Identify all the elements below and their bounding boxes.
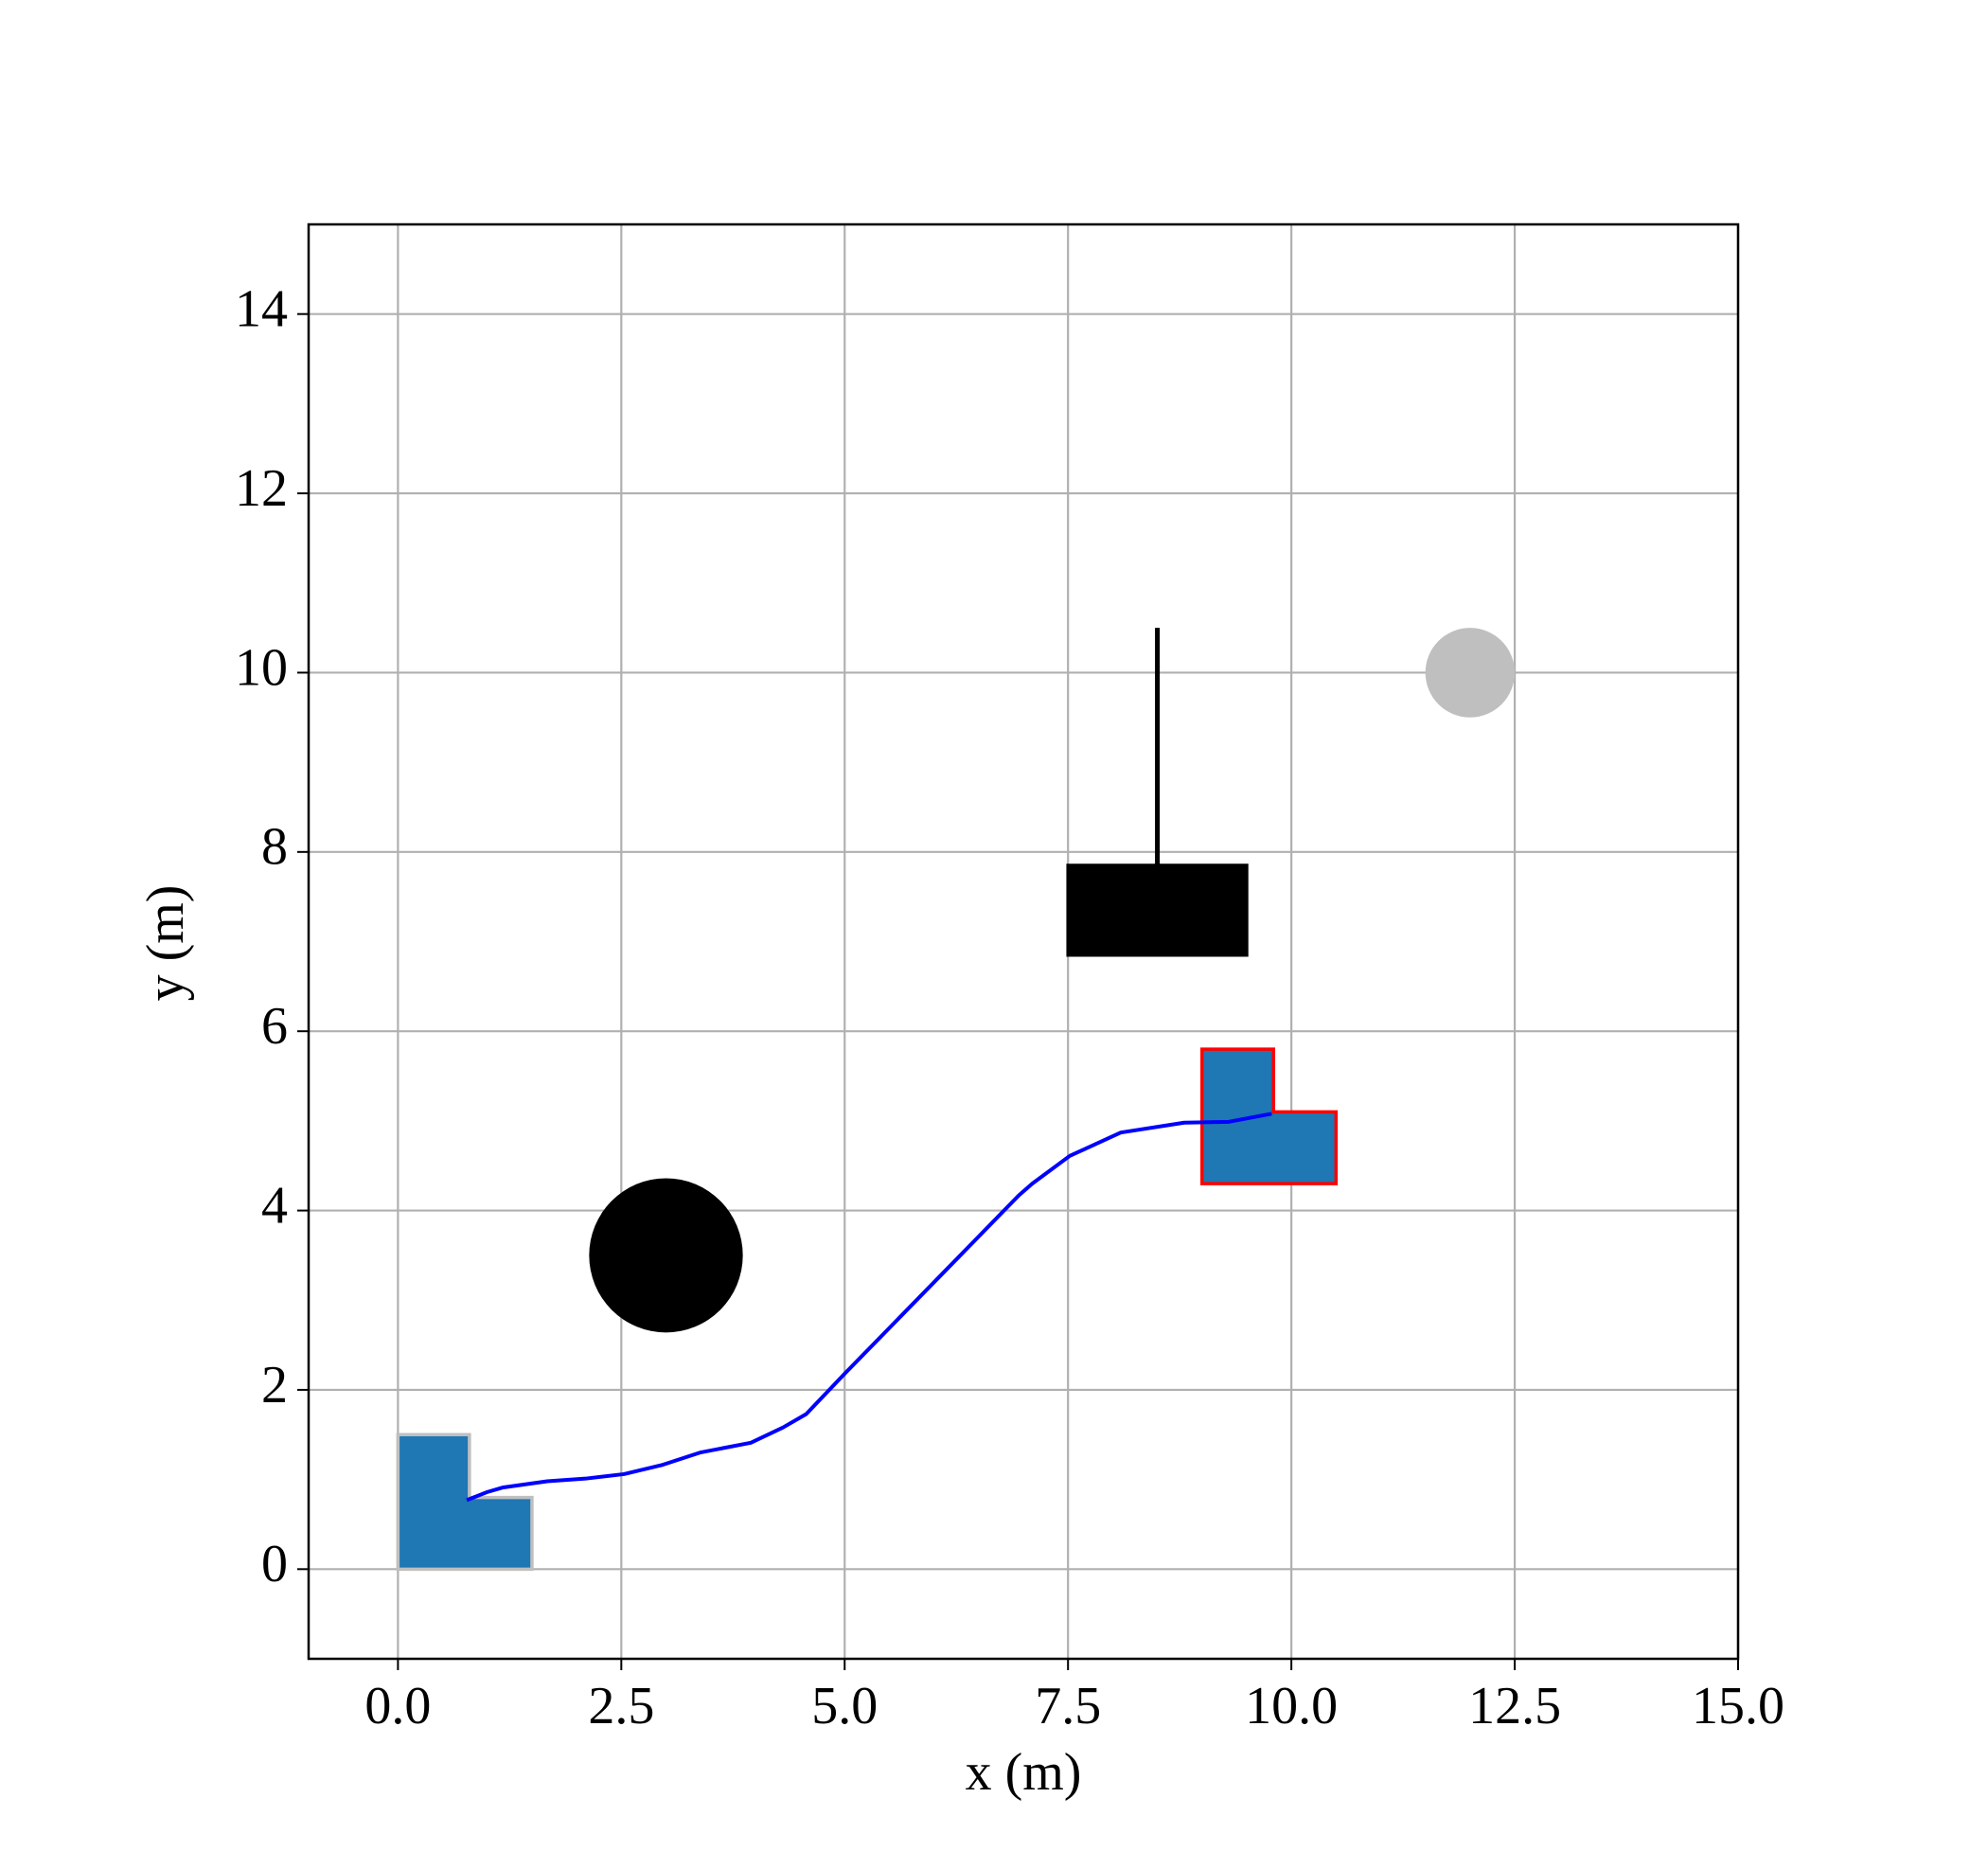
x-axis-label: x (m) — [966, 1743, 1082, 1802]
y-tick-label: 10 — [235, 638, 288, 697]
y-tick-label: 14 — [235, 280, 288, 339]
obstacle-shape — [1200, 1047, 1339, 1185]
y-tick-label: 4 — [261, 1176, 288, 1235]
x-tick-label: 15.0 — [1692, 1677, 1784, 1735]
obstacle-circle — [589, 1178, 743, 1333]
y-tick-label: 6 — [261, 997, 288, 1056]
x-tick-label: 5.0 — [811, 1677, 878, 1735]
obstacle-shape — [1066, 863, 1249, 957]
x-tick-label: 12.5 — [1468, 1677, 1561, 1735]
obstacle-circle — [1425, 628, 1516, 718]
x-tick-label: 2.5 — [588, 1677, 654, 1735]
y-tick-label: 0 — [261, 1535, 288, 1593]
y-tick-label: 8 — [261, 818, 288, 877]
y-tick-label: 2 — [261, 1356, 288, 1415]
y-axis-label: y (m) — [136, 885, 195, 1002]
x-tick-label: 10.0 — [1245, 1677, 1338, 1735]
x-tick-label: 0.0 — [364, 1677, 431, 1735]
plot-frame — [307, 222, 1740, 1661]
x-tick-label: 7.5 — [1035, 1677, 1101, 1735]
y-tick-label: 12 — [235, 459, 288, 518]
obstacle-shape — [396, 1433, 534, 1572]
trajectory-line — [466, 1112, 1272, 1503]
